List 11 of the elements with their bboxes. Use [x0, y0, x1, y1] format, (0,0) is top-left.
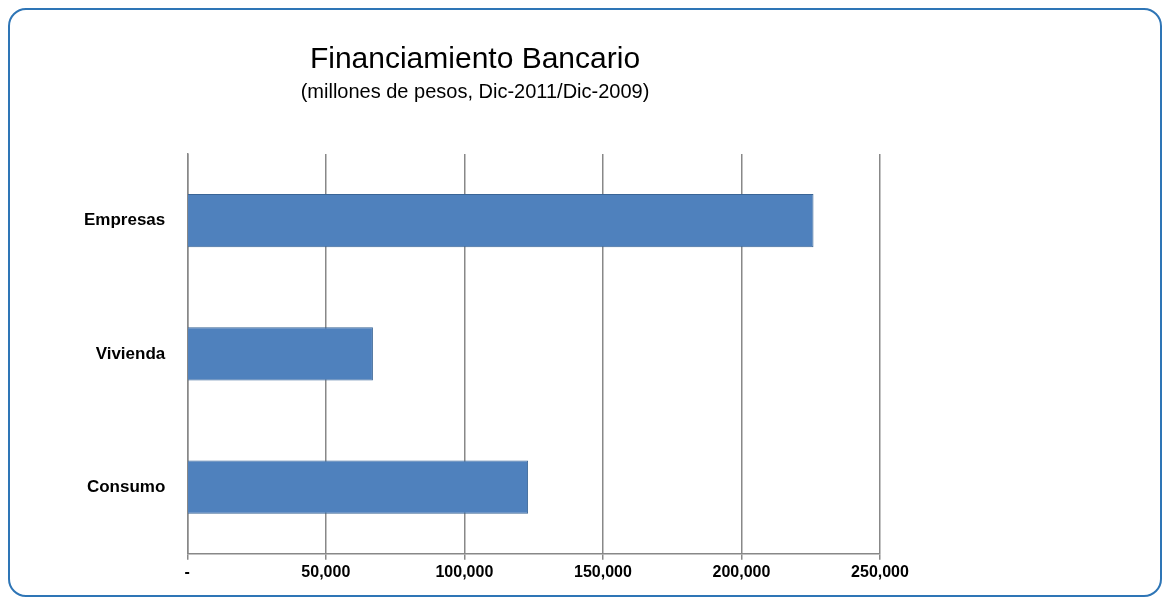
x-tick-label: 200,000: [712, 562, 771, 580]
chart-title: Financiamiento Bancario: [309, 41, 641, 75]
x-tick-label: 50,000: [301, 562, 351, 580]
chart-subtitle: (millones de pesos, Dic-2011/Dic-2009): [300, 79, 650, 102]
y-tick-label: Empresas: [83, 210, 166, 230]
x-tick-label: 100,000: [435, 562, 494, 580]
x-tick-label: 250,000: [851, 562, 910, 580]
y-tick-label: Consumo: [86, 476, 166, 496]
y-tick-label: Vivienda: [95, 343, 166, 363]
x-tick-label: 150,000: [573, 562, 632, 580]
x-tick-label: -: [184, 562, 190, 580]
